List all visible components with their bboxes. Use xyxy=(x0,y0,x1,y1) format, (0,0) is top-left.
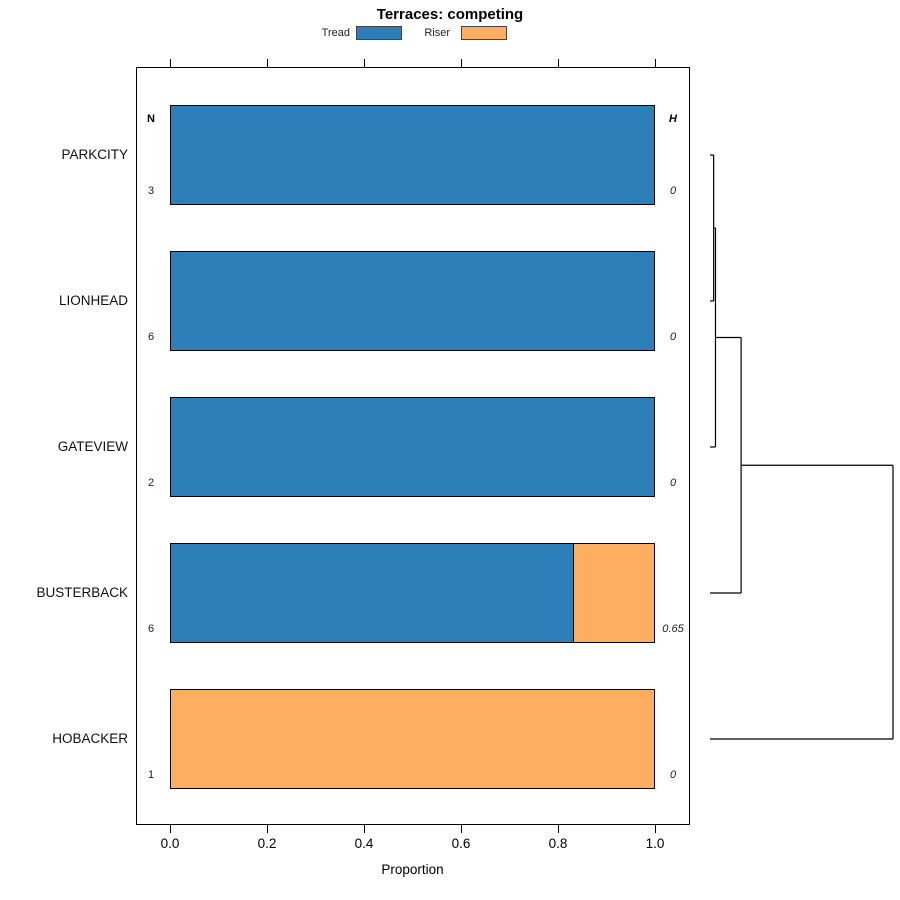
tick-mark-bottom xyxy=(655,825,656,833)
h-value: 0.65 xyxy=(662,623,684,635)
x-tick-label: 1.0 xyxy=(645,836,665,851)
category-label-parkcity: PARKCITY xyxy=(61,147,128,162)
n-value: 3 xyxy=(147,185,155,197)
legend-swatch-riser xyxy=(461,26,507,40)
chart-title: Terraces: competing xyxy=(376,6,524,23)
x-tick-label: 0.2 xyxy=(257,836,277,851)
bar-segment-tread xyxy=(171,544,574,642)
x-tick-label: 0.8 xyxy=(548,836,568,851)
h-column-header: H xyxy=(669,113,677,125)
tick-mark-top xyxy=(170,59,171,67)
tick-mark-top xyxy=(558,59,559,67)
h-value: 0 xyxy=(669,185,677,197)
h-value: 0 xyxy=(669,331,677,343)
n-value: 6 xyxy=(147,331,155,343)
category-label-busterback: BUSTERBACK xyxy=(36,585,128,600)
bar-segment-riser xyxy=(573,544,654,642)
n-column-header: N xyxy=(147,113,155,125)
h-value: 0 xyxy=(669,769,677,781)
h-value: 0 xyxy=(669,477,677,489)
bar-segment-tread xyxy=(171,106,654,204)
tick-mark-top xyxy=(267,59,268,67)
tick-mark-top xyxy=(461,59,462,67)
legend-swatch-tread xyxy=(356,26,402,40)
legend-label-tread: Tread xyxy=(321,27,350,39)
plot-area xyxy=(136,67,690,825)
x-tick-label: 0.0 xyxy=(160,836,180,851)
n-value: 6 xyxy=(147,623,155,635)
bar-lionhead xyxy=(170,251,655,351)
legend-label-riser: Riser xyxy=(424,27,450,39)
tick-mark-bottom xyxy=(267,825,268,833)
bar-busterback xyxy=(170,543,655,643)
bar-segment-riser xyxy=(171,690,654,788)
bar-gateview xyxy=(170,397,655,497)
category-label-gateview: GATEVIEW xyxy=(57,439,128,454)
tick-mark-bottom xyxy=(364,825,365,833)
x-axis-title: Proportion xyxy=(381,862,444,877)
x-tick-label: 0.6 xyxy=(451,836,471,851)
bar-parkcity xyxy=(170,105,655,205)
tick-mark-bottom xyxy=(461,825,462,833)
bar-hobacker xyxy=(170,689,655,789)
bar-segment-tread xyxy=(171,252,654,350)
n-value: 1 xyxy=(147,769,155,781)
category-label-lionhead: LIONHEAD xyxy=(58,293,128,308)
tick-mark-top xyxy=(655,59,656,67)
category-label-hobacker: HOBACKER xyxy=(52,731,128,746)
x-tick-label: 0.4 xyxy=(354,836,374,851)
n-value: 2 xyxy=(147,477,155,489)
tick-mark-bottom xyxy=(170,825,171,833)
tick-mark-top xyxy=(364,59,365,67)
tick-mark-bottom xyxy=(558,825,559,833)
bar-segment-tread xyxy=(171,398,654,496)
